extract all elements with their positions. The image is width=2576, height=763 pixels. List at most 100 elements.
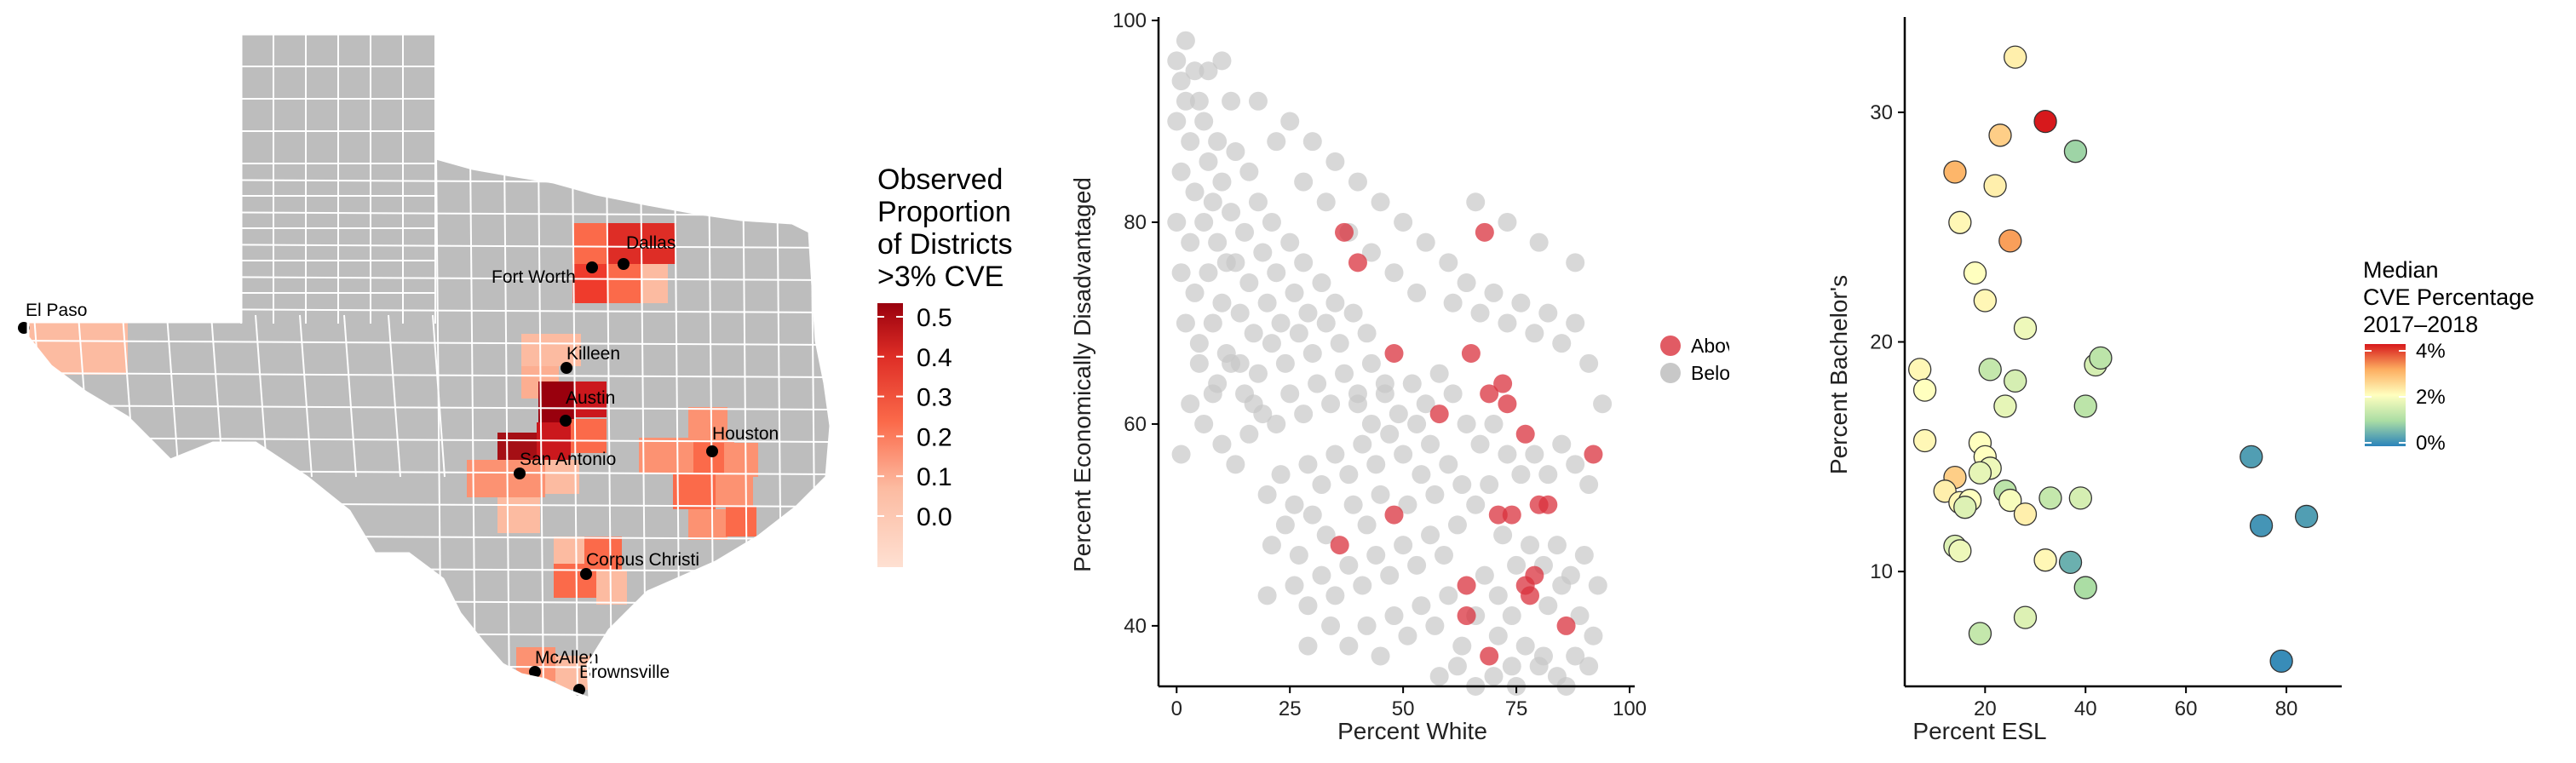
- district-point: [1983, 174, 2007, 198]
- district-point: [1968, 622, 1992, 645]
- district-point: [2013, 316, 2038, 340]
- county-border: [388, 314, 401, 478]
- point-above-3pct: [1480, 384, 1499, 404]
- point-below-3pct: [1203, 192, 1222, 212]
- scatter-white-vs-disadvantaged: 0 25 50 75 100 40 60 80 100 Percent White Percen…: [1065, 0, 1729, 763]
- shaded-county: [608, 264, 641, 303]
- district-point: [1988, 123, 2012, 147]
- point-below-3pct: [1171, 162, 1191, 181]
- point-below-3pct: [1257, 485, 1277, 504]
- map-legend-colorbar: [877, 303, 903, 567]
- point-below-3pct: [1194, 112, 1214, 131]
- point-below-3pct: [1407, 555, 1427, 575]
- shaded-county: [641, 264, 668, 303]
- point-below-3pct: [1212, 51, 1232, 71]
- shaded-county: [497, 497, 540, 533]
- district-point: [2294, 504, 2319, 529]
- point-below-3pct: [1538, 303, 1558, 323]
- point-below-3pct: [1566, 313, 1585, 333]
- point-below-3pct: [1439, 455, 1458, 474]
- s2-legend-tick-label: 0%: [2416, 432, 2446, 455]
- point-below-3pct: [1566, 253, 1585, 272]
- point-below-3pct: [1570, 606, 1590, 626]
- city-label-san-antonio: San Antonio: [520, 450, 616, 469]
- point-below-3pct: [1421, 525, 1440, 545]
- point-below-3pct: [1434, 545, 1453, 565]
- point-below-3pct: [1357, 616, 1377, 635]
- point-below-3pct: [1298, 303, 1318, 323]
- map-legend-tick-label: 0.2: [917, 423, 952, 451]
- city-markers: El Paso Fort Worth Dallas Killeen Austin San …: [18, 233, 779, 696]
- point-below-3pct: [1416, 394, 1435, 414]
- city-label-dallas: Dallas: [626, 233, 676, 253]
- point-below-3pct: [1189, 334, 1209, 353]
- point-below-3pct: [1380, 424, 1400, 444]
- point-below-3pct: [1285, 495, 1304, 514]
- s2-y-axis-title: Percent Bachelor's: [1826, 275, 1852, 474]
- point-below-3pct: [1588, 576, 1607, 595]
- city-label-mcallen: McAllen: [535, 648, 599, 668]
- s1-y-tick-label: 100: [1113, 9, 1147, 32]
- point-below-3pct: [1574, 545, 1594, 565]
- point-below-3pct: [1298, 455, 1318, 474]
- point-below-3pct: [1185, 61, 1205, 81]
- point-below-3pct: [1325, 586, 1345, 605]
- shaded-county: [607, 223, 642, 264]
- point-below-3pct: [1257, 586, 1277, 605]
- point-below-3pct: [1189, 91, 1209, 111]
- s2-y-tick-label: 30: [1870, 101, 1893, 124]
- point-below-3pct: [1302, 344, 1322, 363]
- point-below-3pct: [1466, 495, 1486, 514]
- point-below-3pct: [1380, 565, 1400, 585]
- point-above-3pct: [1488, 505, 1508, 525]
- point-below-3pct: [1226, 142, 1245, 162]
- point-below-3pct: [1171, 445, 1191, 464]
- s1-x-tick-label: 50: [1392, 697, 1415, 720]
- point-below-3pct: [1421, 434, 1440, 454]
- point-above-3pct: [1475, 222, 1494, 242]
- s2-legend-title-line-1: Median: [2363, 257, 2439, 283]
- point-above-3pct: [1556, 616, 1576, 635]
- point-below-3pct: [1371, 192, 1390, 212]
- point-below-3pct: [1167, 212, 1187, 232]
- point-below-3pct: [1425, 485, 1445, 504]
- city-label-brownsville: Brownsville: [579, 663, 670, 682]
- s1-y-axis-title: Percent Economically Disadvantaged: [1069, 177, 1095, 572]
- s1-legend-below-key: [1660, 363, 1681, 383]
- point-below-3pct: [1280, 232, 1300, 252]
- point-below-3pct: [1167, 51, 1187, 71]
- point-above-3pct: [1498, 394, 1517, 414]
- district-point: [1963, 261, 1987, 285]
- point-below-3pct: [1361, 243, 1381, 262]
- shaded-county: [716, 473, 753, 508]
- district-point: [1912, 428, 1937, 453]
- point-below-3pct: [1212, 293, 1232, 313]
- point-below-3pct: [1248, 91, 1268, 111]
- city-dot-corpus-christi: [580, 568, 592, 580]
- map-legend-title-line-1: Observed: [877, 164, 1003, 196]
- district-point: [2033, 548, 2057, 572]
- s1-y-tick-label: 80: [1124, 211, 1147, 234]
- point-below-3pct: [1584, 626, 1603, 645]
- point-below-3pct: [1525, 324, 1544, 343]
- texas-map-panel: El Paso Fort Worth Dallas Killeen Austin San …: [0, 0, 1065, 763]
- county-border: [28, 599, 831, 605]
- point-below-3pct: [1466, 192, 1486, 212]
- point-below-3pct: [1398, 495, 1417, 514]
- point-below-3pct: [1308, 374, 1327, 393]
- district-point: [2013, 502, 2038, 526]
- point-below-3pct: [1339, 465, 1359, 485]
- city-dot-fort-worth: [586, 261, 598, 273]
- shaded-county: [726, 506, 756, 536]
- point-below-3pct: [1525, 445, 1544, 464]
- city-label-el-paso: El Paso: [26, 301, 87, 320]
- point-below-3pct: [1593, 394, 1613, 414]
- s2-x-tick-label: 80: [2275, 697, 2298, 720]
- district-point: [2089, 346, 2113, 370]
- point-below-3pct: [1257, 293, 1277, 313]
- district-point: [2068, 486, 2092, 510]
- scatter-chart-1: 0 25 50 75 100 40 60 80 100 Percent White Percen…: [1069, 9, 1729, 744]
- point-below-3pct: [1239, 424, 1259, 444]
- point-below-3pct: [1366, 455, 1386, 474]
- point-below-3pct: [1199, 152, 1218, 171]
